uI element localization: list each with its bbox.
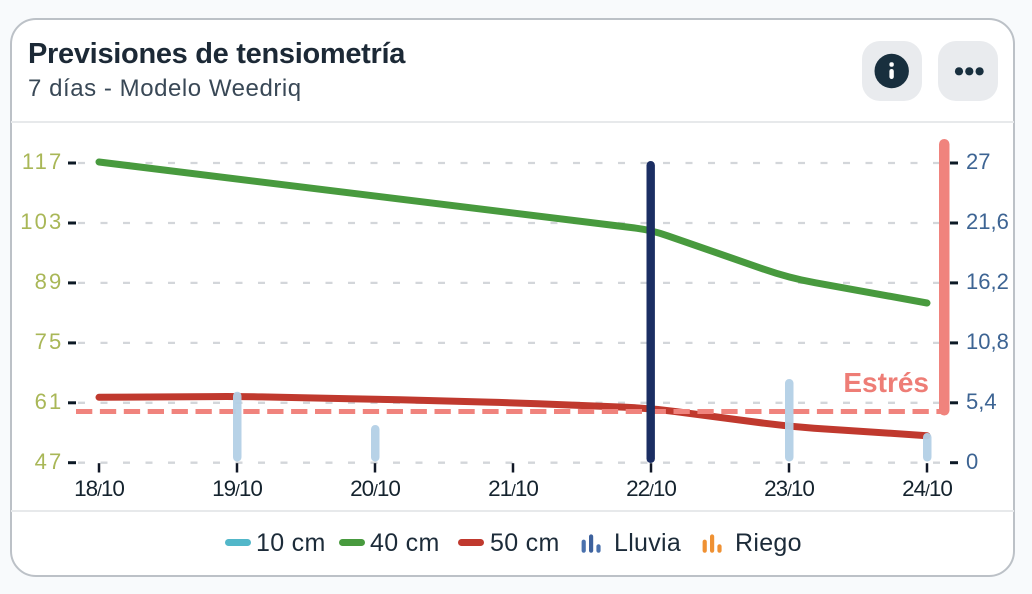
svg-text:0: 0 — [966, 449, 978, 474]
svg-text:61: 61 — [35, 389, 64, 414]
svg-text:89: 89 — [35, 269, 64, 294]
svg-text:47: 47 — [35, 449, 64, 474]
svg-text:21,6: 21,6 — [966, 209, 1009, 234]
svg-text:19/10: 19/10 — [212, 476, 262, 501]
svg-text:117: 117 — [22, 149, 64, 174]
svg-text:Estrés: Estrés — [843, 367, 929, 398]
svg-text:20/10: 20/10 — [350, 476, 400, 501]
svg-text:27: 27 — [966, 149, 990, 174]
svg-text:75: 75 — [35, 329, 64, 354]
svg-text:18/10: 18/10 — [74, 476, 124, 501]
svg-text:24/10: 24/10 — [902, 476, 952, 501]
svg-text:23/10: 23/10 — [764, 476, 814, 501]
svg-text:103: 103 — [20, 209, 63, 234]
svg-text:10,8: 10,8 — [966, 329, 1009, 354]
svg-text:16,2: 16,2 — [966, 269, 1009, 294]
svg-text:22/10: 22/10 — [626, 476, 676, 501]
svg-text:21/10: 21/10 — [488, 476, 538, 501]
svg-text:5,4: 5,4 — [966, 389, 997, 414]
